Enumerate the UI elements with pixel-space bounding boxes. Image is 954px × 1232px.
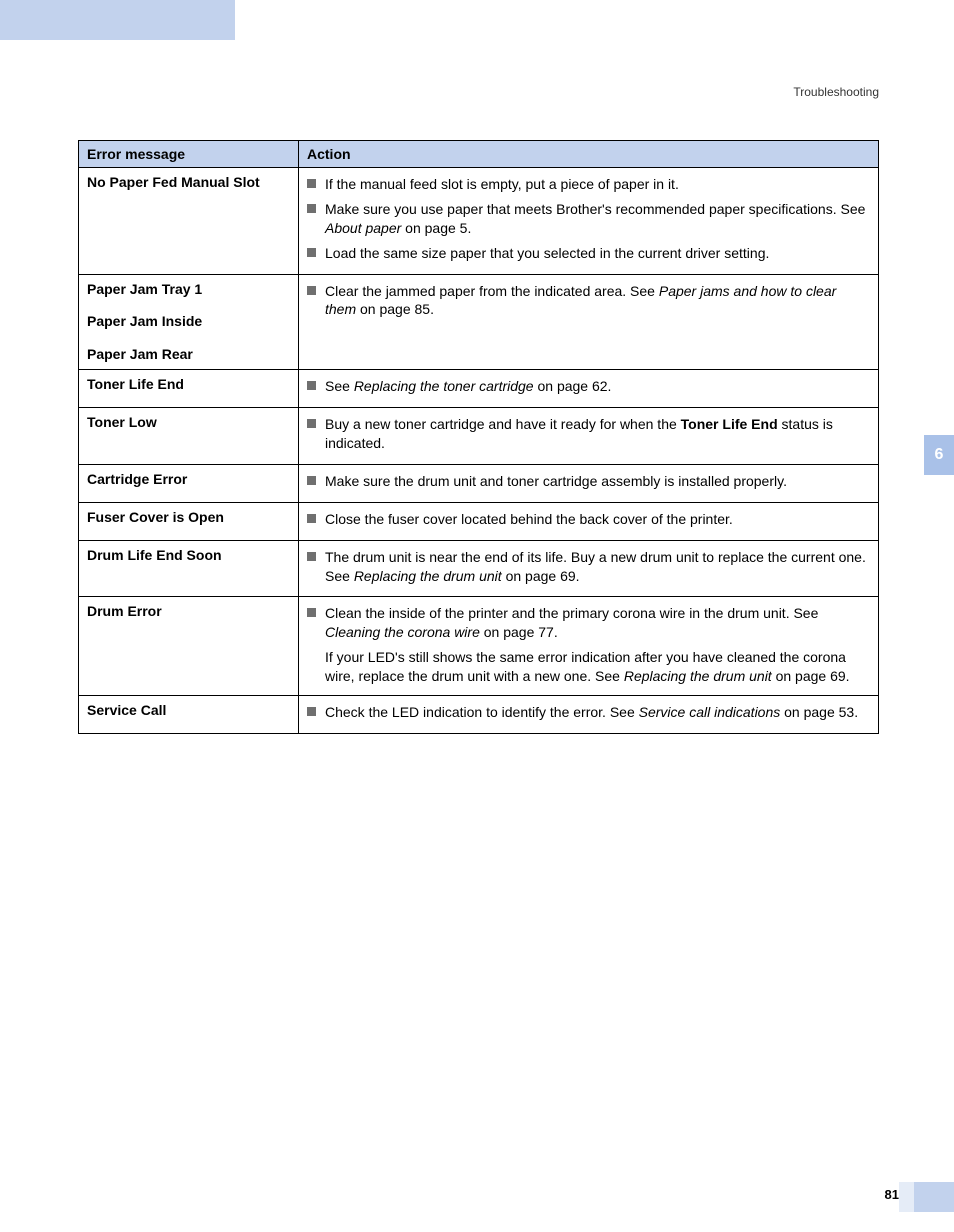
table-row: Toner Low Buy a new toner cartridge and … <box>79 408 879 465</box>
action-plain-text: If your LED's still shows the same error… <box>307 648 870 686</box>
corner-decor-light <box>899 1182 914 1212</box>
action-cell: Clean the inside of the printer and the … <box>299 597 879 696</box>
table-row: Toner Life End See Replacing the toner c… <box>79 370 879 408</box>
error-msg-cell: Toner Low <box>79 408 299 465</box>
action-cell: Close the fuser cover located behind the… <box>299 502 879 540</box>
table-row: No Paper Fed Manual Slot If the manual f… <box>79 168 879 275</box>
action-cell: Clear the jammed paper from the indicate… <box>299 274 879 370</box>
page-number: 81 <box>885 1187 899 1202</box>
action-cell: The drum unit is near the end of its lif… <box>299 540 879 597</box>
action-item: Close the fuser cover located behind the… <box>307 510 870 529</box>
action-item: See Replacing the toner cartridge on pag… <box>307 377 870 396</box>
action-item: The drum unit is near the end of its lif… <box>307 548 870 586</box>
error-table-wrapper: Error message Action No Paper Fed Manual… <box>78 140 878 734</box>
error-msg-cell: Toner Life End <box>79 370 299 408</box>
table-row: Paper Jam Tray 1 Paper Jam Inside Paper … <box>79 274 879 370</box>
error-msg-cell: Cartridge Error <box>79 464 299 502</box>
header-error-message: Error message <box>79 141 299 168</box>
table-row: Service Call Check the LED indication to… <box>79 696 879 734</box>
action-item: Clean the inside of the printer and the … <box>307 604 870 642</box>
table-row: Fuser Cover is Open Close the fuser cove… <box>79 502 879 540</box>
error-msg-cell: Paper Jam Tray 1 Paper Jam Inside Paper … <box>79 274 299 370</box>
action-item: Make sure you use paper that meets Broth… <box>307 200 870 238</box>
error-msg-cell: Drum Life End Soon <box>79 540 299 597</box>
error-msg-cell: No Paper Fed Manual Slot <box>79 168 299 275</box>
top-decorative-band <box>0 0 235 40</box>
action-cell: If the manual feed slot is empty, put a … <box>299 168 879 275</box>
header-action: Action <box>299 141 879 168</box>
table-header-row: Error message Action <box>79 141 879 168</box>
action-cell: See Replacing the toner cartridge on pag… <box>299 370 879 408</box>
error-msg-cell: Fuser Cover is Open <box>79 502 299 540</box>
chapter-side-tab: 6 <box>924 435 954 475</box>
chapter-number: 6 <box>935 446 944 464</box>
error-msg-cell: Service Call <box>79 696 299 734</box>
table-row: Drum Life End Soon The drum unit is near… <box>79 540 879 597</box>
action-cell: Check the LED indication to identify the… <box>299 696 879 734</box>
action-cell: Buy a new toner cartridge and have it re… <box>299 408 879 465</box>
breadcrumb: Troubleshooting <box>793 85 879 99</box>
action-item: Clear the jammed paper from the indicate… <box>307 282 870 320</box>
table-row: Drum Error Clean the inside of the print… <box>79 597 879 696</box>
action-cell: Make sure the drum unit and toner cartri… <box>299 464 879 502</box>
page: Troubleshooting Error message Action No … <box>0 0 954 1232</box>
action-item: Make sure the drum unit and toner cartri… <box>307 472 870 491</box>
action-item: Load the same size paper that you select… <box>307 244 870 263</box>
action-item: Buy a new toner cartridge and have it re… <box>307 415 870 453</box>
table-row: Cartridge Error Make sure the drum unit … <box>79 464 879 502</box>
action-item: If the manual feed slot is empty, put a … <box>307 175 870 194</box>
action-item: Check the LED indication to identify the… <box>307 703 870 722</box>
error-action-table: Error message Action No Paper Fed Manual… <box>78 140 879 734</box>
corner-decor <box>914 1182 954 1212</box>
error-msg-cell: Drum Error <box>79 597 299 696</box>
